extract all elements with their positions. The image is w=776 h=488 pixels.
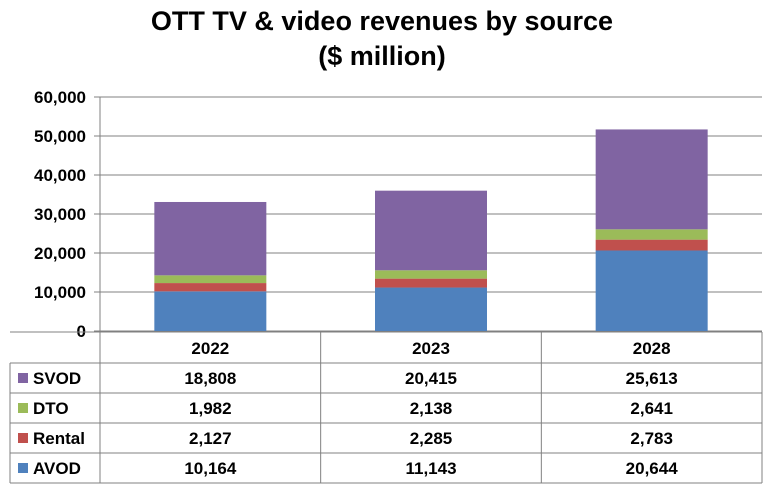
data-label-dto-2022: 1,982 — [189, 399, 232, 418]
bar-segment-avod-2028 — [595, 250, 708, 331]
x-tick-label-2023: 2023 — [412, 339, 450, 358]
data-label-dto-2023: 2,138 — [410, 399, 453, 418]
data-label-svod-2023: 20,415 — [405, 369, 457, 388]
legend-key-avod — [18, 463, 28, 473]
bar-segment-dto-2023 — [375, 270, 487, 279]
data-label-rental-2023: 2,285 — [410, 429, 453, 448]
chart-title: OTT TV & video revenues by source — [151, 6, 613, 36]
bar-segment-dto-2028 — [595, 229, 708, 240]
y-tick-label: 60,000 — [34, 88, 86, 107]
data-label-rental-2022: 2,127 — [189, 429, 232, 448]
x-tick-label-2022: 2022 — [191, 339, 229, 358]
bar-segment-rental-2022 — [154, 283, 267, 292]
y-tick-label: 20,000 — [34, 244, 86, 263]
data-table: 2022 2023 2028 SVOD 18,808 20,415 25,613 DTO 1,9… — [9, 331, 763, 484]
legend-key-rental — [18, 433, 28, 443]
data-label-dto-2028: 2,641 — [630, 399, 673, 418]
y-tick-label: 30,000 — [34, 205, 86, 224]
bar-segment-avod-2022 — [154, 291, 267, 331]
bar-segment-svod-2023 — [375, 190, 487, 271]
legend-key-svod — [18, 373, 28, 383]
bar-segment-rental-2028 — [595, 239, 708, 251]
data-label-avod-2023: 11,143 — [405, 459, 456, 478]
legend-label-rental: Rental — [33, 429, 85, 448]
y-tick-label: 40,000 — [34, 166, 86, 185]
bar-segment-svod-2022 — [154, 201, 267, 276]
bars — [154, 129, 708, 331]
chart-subtitle: ($ million) — [318, 41, 446, 71]
x-tick-label-2028: 2028 — [633, 339, 671, 358]
legend-label-dto: DTO — [33, 399, 69, 418]
bar-segment-rental-2023 — [375, 278, 487, 288]
bar-segment-dto-2022 — [154, 275, 267, 284]
legend-label-avod: AVOD — [33, 459, 81, 478]
bar-segment-svod-2028 — [595, 129, 708, 230]
legend-label-svod: SVOD — [33, 369, 81, 388]
data-label-svod-2022: 18,808 — [184, 369, 236, 388]
bar-segment-avod-2023 — [375, 287, 487, 331]
legend-key-dto — [18, 403, 28, 413]
data-label-rental-2028: 2,783 — [630, 429, 673, 448]
y-tick-label: 50,000 — [34, 127, 86, 146]
data-label-avod-2022: 10,164 — [184, 459, 237, 478]
y-tick-label: 10,000 — [34, 283, 86, 302]
data-label-svod-2028: 25,613 — [626, 369, 678, 388]
data-label-avod-2028: 20,644 — [626, 459, 679, 478]
